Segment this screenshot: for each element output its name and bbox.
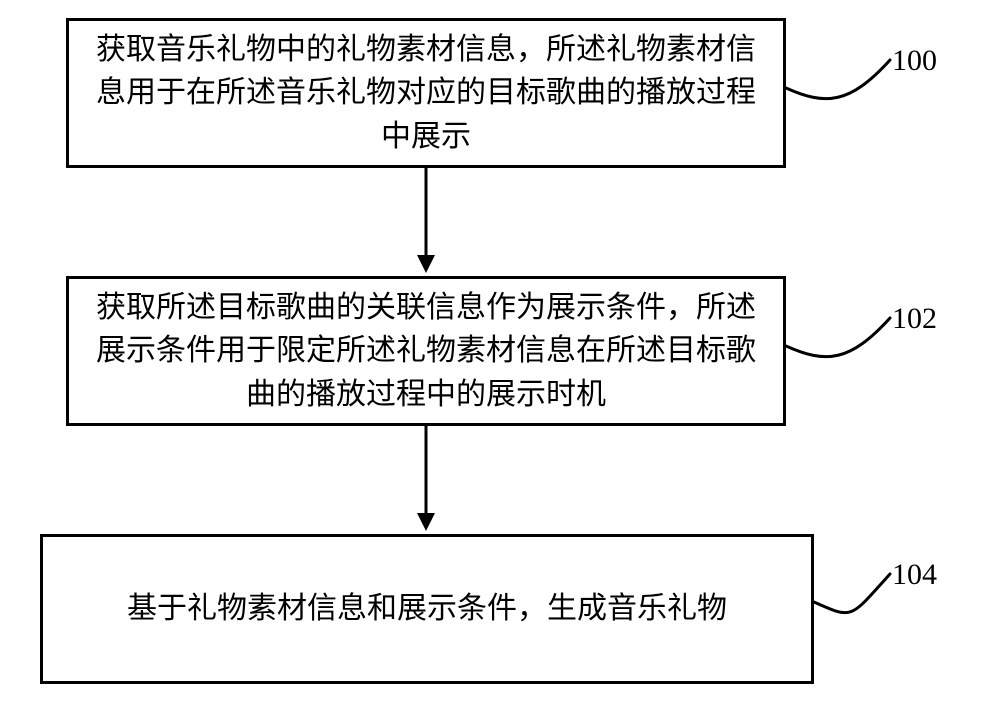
flowchart-canvas: 获取音乐礼物中的礼物素材信息，所述礼物素材信息用于在所述音乐礼物对应的目标歌曲的… — [0, 0, 1000, 706]
flowchart-connectors — [0, 0, 1000, 706]
